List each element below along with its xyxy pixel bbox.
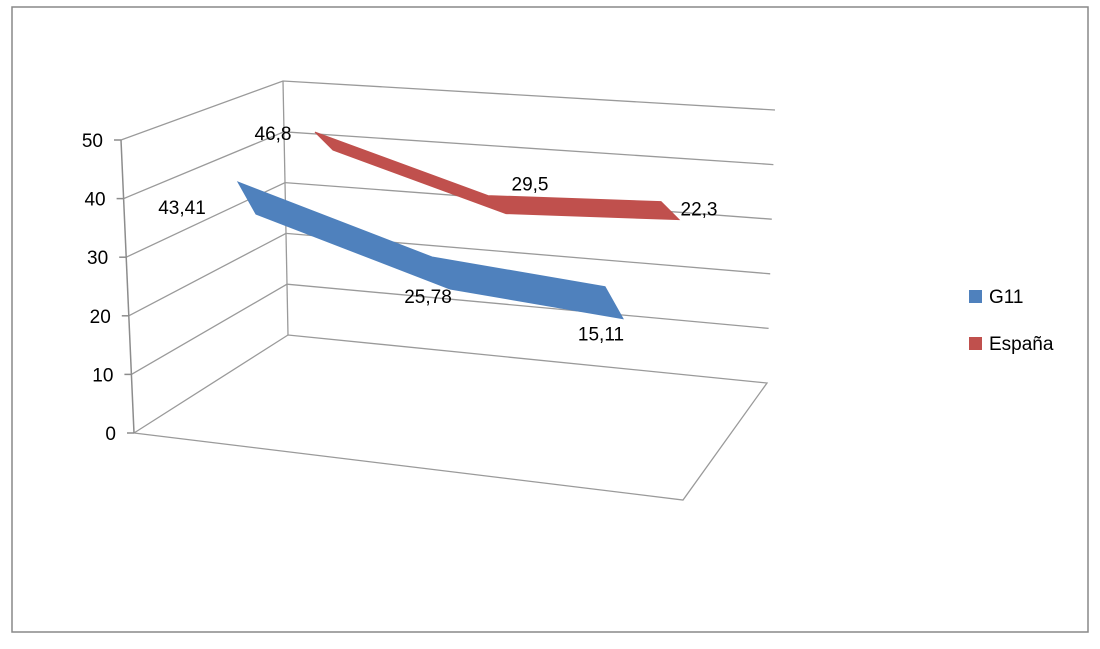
y-tick-label: 0 xyxy=(105,424,116,445)
data-label: 25,78 xyxy=(404,287,452,308)
data-label: 15,11 xyxy=(578,325,624,346)
legend-swatch xyxy=(969,290,982,303)
y-tick-label: 30 xyxy=(87,248,108,269)
legend-swatch xyxy=(969,337,982,350)
data-label: 43,41 xyxy=(158,198,206,219)
chart-border xyxy=(12,7,1088,632)
y-tick-label: 40 xyxy=(84,190,105,211)
legend-label: España xyxy=(989,334,1054,355)
y-tick-label: 20 xyxy=(90,307,111,328)
y-tick-label: 50 xyxy=(82,131,103,152)
data-label: 29,5 xyxy=(512,175,549,196)
data-label: 46,8 xyxy=(255,124,292,145)
data-label: 22,3 xyxy=(681,200,718,221)
legend-label: G11 xyxy=(989,287,1024,308)
y-tick-label: 10 xyxy=(92,365,113,386)
